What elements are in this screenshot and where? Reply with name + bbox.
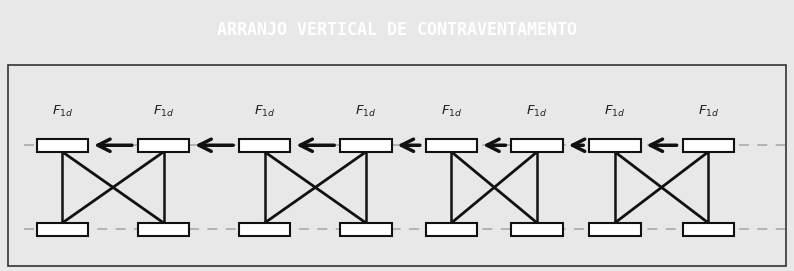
Bar bbox=[239, 223, 291, 236]
Text: $F_{1d}$: $F_{1d}$ bbox=[604, 104, 626, 119]
Bar bbox=[138, 139, 189, 152]
Text: ARRANJO VERTICAL DE CONTRAVENTAMENTO: ARRANJO VERTICAL DE CONTRAVENTAMENTO bbox=[217, 21, 577, 39]
Bar bbox=[589, 139, 641, 152]
Bar bbox=[511, 223, 563, 236]
Bar bbox=[37, 139, 88, 152]
Bar bbox=[683, 139, 734, 152]
Bar bbox=[589, 223, 641, 236]
Text: $F_{1d}$: $F_{1d}$ bbox=[52, 104, 73, 119]
Bar bbox=[683, 223, 734, 236]
Text: $F_{1d}$: $F_{1d}$ bbox=[526, 104, 548, 119]
Bar bbox=[138, 223, 189, 236]
Bar bbox=[340, 139, 391, 152]
Bar bbox=[511, 139, 563, 152]
Text: $F_{1d}$: $F_{1d}$ bbox=[355, 104, 376, 119]
Bar bbox=[340, 223, 391, 236]
Bar bbox=[239, 139, 291, 152]
Text: $F_{1d}$: $F_{1d}$ bbox=[153, 104, 174, 119]
Text: $F_{1d}$: $F_{1d}$ bbox=[441, 104, 462, 119]
Bar bbox=[426, 139, 477, 152]
Bar bbox=[37, 223, 88, 236]
Text: $F_{1d}$: $F_{1d}$ bbox=[698, 104, 719, 119]
Bar bbox=[426, 223, 477, 236]
Text: $F_{1d}$: $F_{1d}$ bbox=[254, 104, 276, 119]
